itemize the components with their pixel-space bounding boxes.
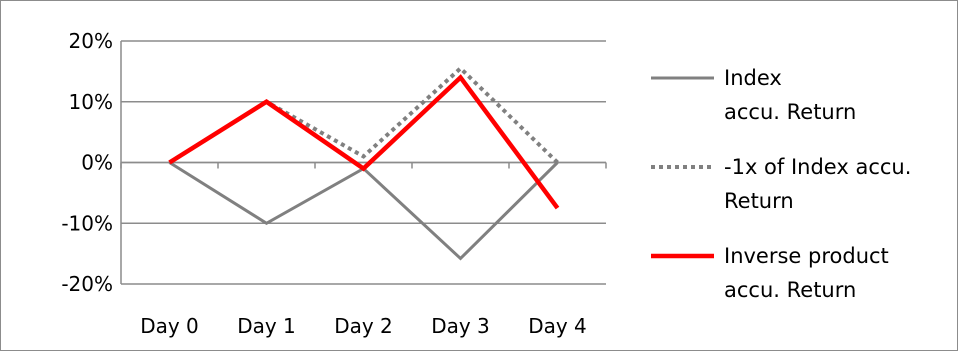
- legend-label: accu. Return: [724, 278, 856, 302]
- legend-label: Return: [724, 189, 794, 213]
- x-tick-label: Day 2: [334, 314, 393, 338]
- legend: Index accu. Return -1x of Index accu. Retur…: [651, 66, 911, 302]
- axes: [120, 41, 607, 284]
- y-tick-label: -20%: [61, 272, 113, 296]
- series-line: [168, 161, 559, 261]
- y-tick-label: 0%: [81, 151, 113, 175]
- x-tick-label: Day 0: [140, 314, 199, 338]
- y-tick-label: 10%: [69, 90, 113, 114]
- x-tick-label: Day 1: [237, 314, 296, 338]
- series-line: [168, 74, 560, 210]
- legend-label: -1x of Index accu.: [724, 155, 911, 179]
- y-tick-label: 20%: [69, 29, 113, 53]
- x-tick-label: Day 3: [431, 314, 490, 338]
- legend-label: Index: [724, 66, 782, 90]
- x-tick-label: Day 4: [528, 314, 587, 338]
- legend-label: Inverse product: [724, 244, 889, 268]
- legend-label: accu. Return: [724, 100, 856, 124]
- x-axis-ticks: Day 0 Day 1 Day 2 Day 3 Day 4: [140, 314, 587, 338]
- y-axis-ticks: 20% 10% 0% -10% -20%: [61, 29, 113, 296]
- y-tick-label: -10%: [61, 211, 113, 235]
- series-line: [168, 65, 559, 165]
- series-lines: [168, 65, 560, 261]
